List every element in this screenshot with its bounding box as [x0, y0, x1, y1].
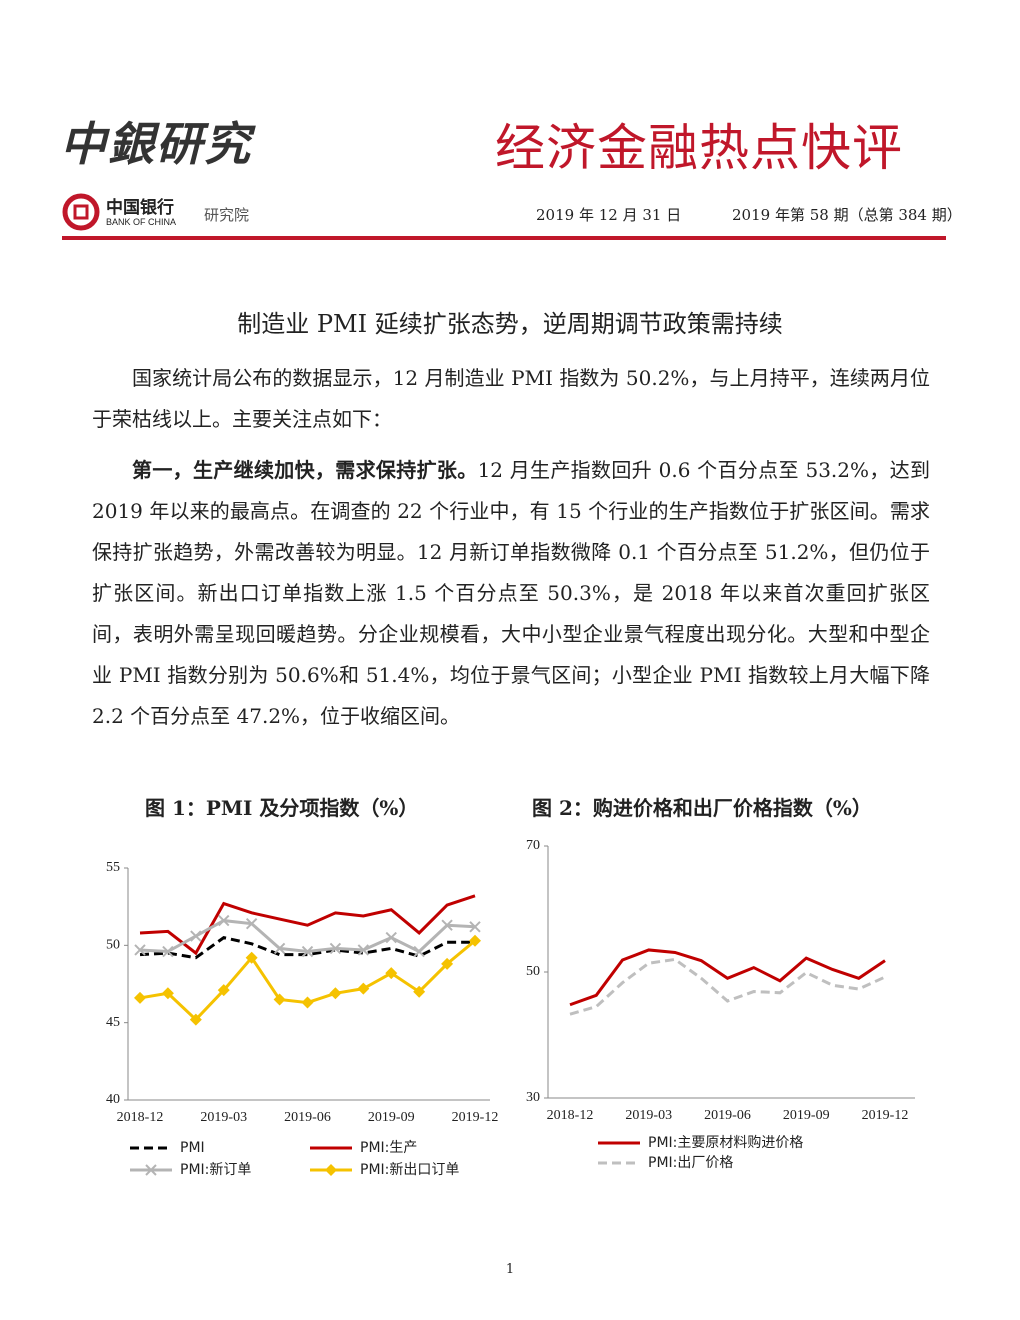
marker	[325, 1164, 337, 1176]
series-line	[139, 894, 476, 956]
institute: 研究院	[204, 206, 250, 224]
marker	[469, 934, 481, 947]
marker	[357, 982, 370, 995]
marker	[385, 931, 397, 944]
marker	[273, 993, 286, 1006]
marker	[189, 1013, 202, 1026]
x-tick-label: 2019-09	[783, 1108, 830, 1123]
marker	[273, 942, 286, 955]
leg: PMI:生产	[360, 1140, 417, 1156]
paragraph-text: 12 月生产指数回升 0.6 个百分点至 53.2%，达到 2019 年以来的最…	[92, 458, 930, 728]
y-tick-label: 45	[106, 1015, 120, 1030]
logo-square	[73, 204, 89, 220]
marker	[134, 991, 146, 1004]
x-tick-label: 2019-03	[200, 1110, 247, 1125]
marker	[441, 919, 453, 931]
marker	[413, 985, 426, 998]
x-tick-label: 2018-12	[117, 1110, 164, 1125]
logo-text: 中銀研究	[60, 117, 252, 171]
date: 2019 年 12 月 31 日	[536, 206, 682, 224]
marker	[161, 987, 174, 1000]
leg: PMI	[180, 1140, 205, 1156]
x-tick-label: 2019-12	[862, 1108, 909, 1123]
marker	[329, 987, 342, 1000]
page-number: 1	[505, 1262, 515, 1277]
marker	[218, 914, 230, 927]
issue: 2019 年第 58 期（总第 384 期）	[732, 206, 962, 224]
x-tick-label: 2018-12	[547, 1108, 594, 1123]
leg: PMI:新出口订单	[360, 1162, 459, 1178]
chart-title: 图 2：购进价格和出厂价格指数（%）	[532, 796, 872, 820]
article-title: 制造业 PMI 延续扩张态势，逆周期调节政策需持续	[237, 310, 783, 338]
marker	[469, 921, 481, 933]
y-tick-label: 70	[526, 838, 540, 853]
marker	[245, 951, 258, 964]
series-line	[139, 935, 475, 960]
paragraph-lead: 第一，生产继续加快，需求保持扩张。	[132, 458, 478, 482]
marker	[357, 944, 370, 956]
bank-en: BANK OF CHINA	[106, 217, 177, 227]
marker	[329, 942, 342, 955]
x-tick-label: 2019-03	[625, 1108, 672, 1123]
bank-logo	[62, 193, 100, 231]
marker	[162, 945, 174, 958]
x-tick-label: 2019-09	[368, 1110, 415, 1125]
marker	[217, 984, 230, 997]
marker	[301, 945, 314, 958]
marker	[441, 957, 454, 970]
marker	[301, 996, 314, 1009]
header-title: 经济金融热点快评	[495, 119, 903, 177]
logo-ring	[62, 193, 100, 231]
leg: PMI:新订单	[180, 1162, 251, 1178]
leg: PMI:出厂价格	[648, 1155, 733, 1171]
marker	[385, 967, 398, 980]
paragraph: 第一，生产继续加快，需求保持扩张。12 月生产指数回升 0.6 个百分点至 53…	[92, 450, 930, 737]
marker	[190, 930, 202, 942]
marker	[145, 1164, 157, 1176]
leg: PMI:主要原材料购进价格	[648, 1135, 803, 1151]
paragraph: 国家统计局公布的数据显示，12 月制造业 PMI 指数为 50.2%，与上月持平…	[92, 366, 930, 431]
x-tick-label: 2019-06	[704, 1108, 751, 1123]
bank-cn: 中国银行	[106, 198, 174, 218]
x-tick-label: 2019-06	[284, 1110, 331, 1125]
marker	[134, 944, 146, 956]
header-rule	[62, 236, 946, 240]
series-line	[569, 948, 886, 1007]
y-tick-label: 55	[106, 860, 120, 875]
chart-title: 图 1：PMI 及分项指数（%）	[145, 796, 419, 820]
series-line	[569, 957, 886, 1016]
y-tick-label: 50	[526, 964, 540, 979]
y-tick-label: 50	[106, 938, 120, 953]
y-tick-label: 40	[106, 1092, 120, 1107]
marker	[413, 945, 425, 958]
x-tick-label: 2019-12	[452, 1110, 499, 1125]
chart: 40 45 50 55 2018-12 2019-03 2019-06 2019-09 2019…	[106, 860, 499, 1178]
marker	[245, 917, 258, 930]
y-tick-label: 30	[526, 1090, 540, 1105]
chart: 30 50 70 2018-12 2019-03 2019-06 2019-09 2019-1…	[526, 838, 915, 1171]
